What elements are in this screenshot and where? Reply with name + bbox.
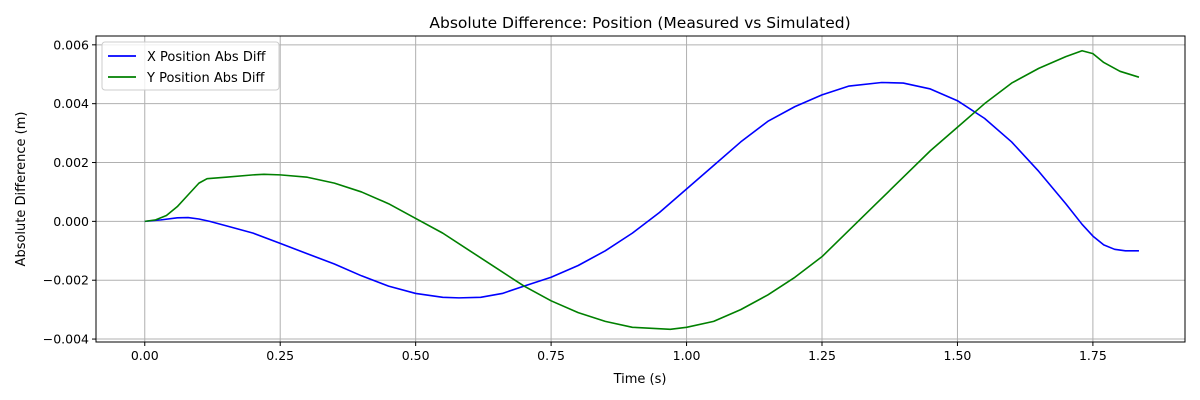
chart-title: Absolute Difference: Position (Measured … xyxy=(429,14,850,32)
y-tick-label: −0.004 xyxy=(43,332,89,347)
x-tick-label: 1.25 xyxy=(808,348,836,363)
x-tick-label: 1.75 xyxy=(1079,348,1107,363)
x-tick-label: 0.00 xyxy=(131,348,159,363)
x-tick-label: 1.00 xyxy=(673,348,701,363)
legend-label-y-position: Y Position Abs Diff xyxy=(146,71,265,86)
y-axis-label: Absolute Difference (m) xyxy=(14,112,29,267)
x-tick-label: 0.75 xyxy=(537,348,565,363)
legend-box xyxy=(101,41,280,91)
y-tick-label: 0.004 xyxy=(53,96,89,111)
x-axis-label: Time (s) xyxy=(613,372,667,387)
series-line-y-position xyxy=(144,49,1140,331)
y-tick-label: 0.000 xyxy=(53,214,89,229)
legend: X Position Abs Diff Y Position Abs Diff xyxy=(101,41,280,91)
y-tick-label: 0.002 xyxy=(53,155,89,170)
series-line-x-position xyxy=(144,81,1139,299)
x-tick-label: 1.50 xyxy=(944,348,972,363)
axes-frame xyxy=(95,35,1186,343)
y-tick-label: 0.006 xyxy=(53,37,89,52)
y-axis: −0.004 −0.002 0.000 0.002 0.004 0.006 xyxy=(43,37,96,347)
y-tick-label: −0.002 xyxy=(43,273,89,288)
series-lines xyxy=(144,49,1140,331)
x-tick-label: 0.50 xyxy=(402,348,430,363)
grid xyxy=(96,36,1185,342)
x-axis: 0.00 0.25 0.50 0.75 1.00 1.25 1.50 1.75 xyxy=(131,342,1107,363)
x-tick-label: 0.25 xyxy=(266,348,294,363)
legend-label-x-position: X Position Abs Diff xyxy=(147,50,266,65)
